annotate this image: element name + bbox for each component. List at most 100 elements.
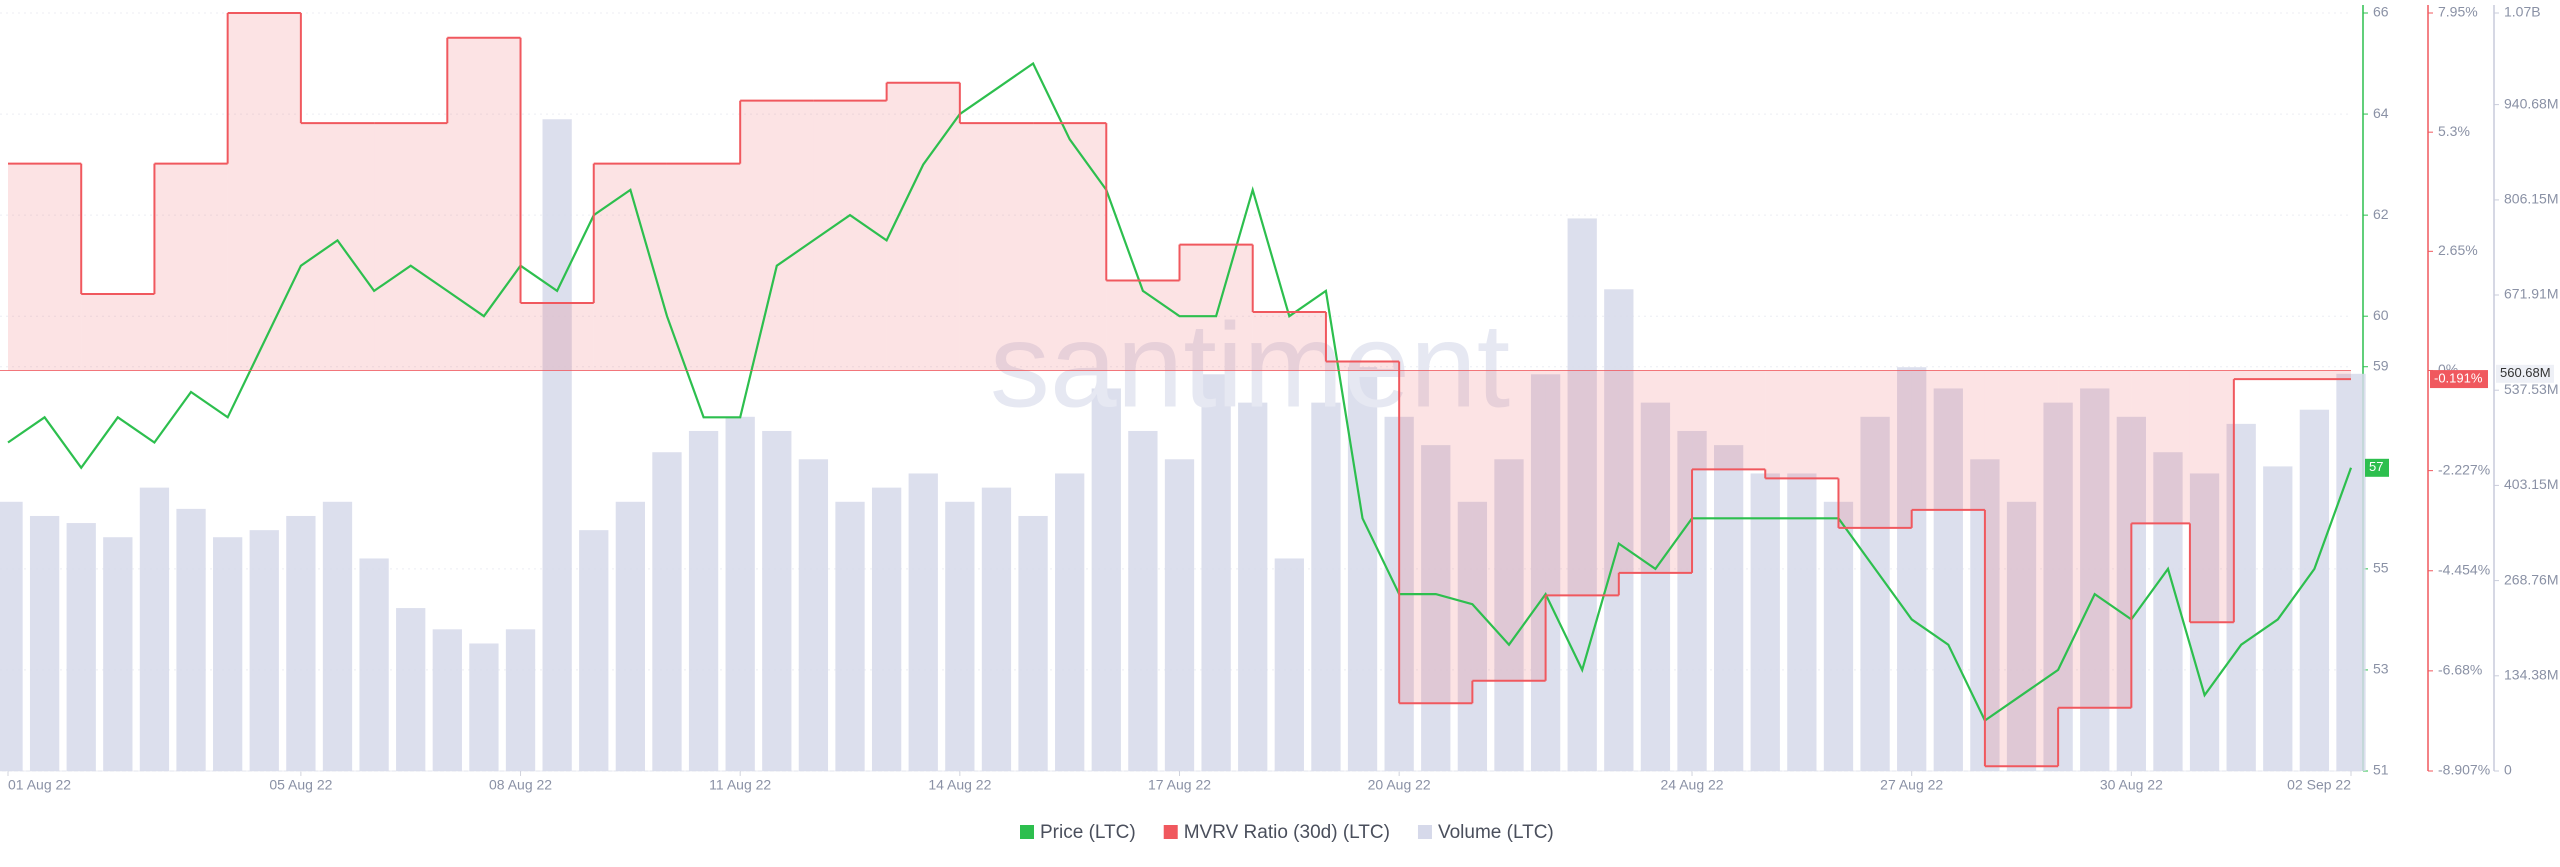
volume-bar	[1421, 445, 1451, 771]
y-tick-label: 7.95%	[2438, 4, 2478, 20]
x-tick-label: 05 Aug 22	[269, 777, 332, 793]
mvrv-area	[666, 163, 741, 371]
mvrv-area	[1252, 312, 1326, 371]
y-tick-label: 55	[2373, 560, 2389, 576]
legend-swatch	[1417, 825, 1432, 839]
volume-bar	[2226, 423, 2256, 771]
mvrv-area	[1765, 370, 1839, 479]
volume-bar	[688, 430, 719, 771]
volume-bar	[1567, 218, 1597, 771]
mvrv-area	[2131, 370, 2190, 524]
mvrv-area	[886, 82, 960, 371]
mvrv-area	[1911, 370, 1985, 510]
legend-label: Volume (LTC)	[1438, 822, 1554, 843]
volume-bar	[0, 501, 23, 771]
mvrv-area	[154, 163, 228, 371]
y-tick-label: 268.76M	[2504, 571, 2558, 587]
mvrv-area	[1838, 370, 1912, 528]
y-tick-label: 806.15M	[2504, 191, 2558, 207]
volume-bar	[1860, 416, 1890, 771]
legend-swatch	[1020, 825, 1034, 839]
legend-swatch	[1163, 825, 1178, 839]
volume-bar	[66, 523, 96, 771]
volume-bar	[469, 643, 499, 771]
y-tick-label: -8.907%	[2438, 762, 2490, 778]
volume-bar	[1201, 374, 1231, 771]
mvrv-area	[1692, 370, 1766, 470]
volume-bar	[1823, 501, 1854, 771]
x-tick-label: 01 Aug 22	[8, 777, 71, 793]
volume-bar	[1128, 430, 1158, 771]
volume-bar	[1787, 473, 1817, 771]
current-badge	[2365, 458, 2389, 477]
mvrv-area	[1399, 370, 1473, 704]
mvrv-area	[1545, 370, 1619, 596]
volume-bar	[1897, 367, 1927, 771]
volume-bar	[1457, 501, 1488, 771]
y-tick-label: 1.07B	[2504, 4, 2541, 20]
mvrv-area	[959, 123, 1034, 371]
y-tick-label: 62	[2373, 206, 2389, 222]
y-tick-label: 940.68M	[2504, 95, 2558, 111]
y-tick-label: -2.227%	[2438, 461, 2490, 477]
volume-bar	[359, 558, 389, 771]
volume-bar	[432, 629, 462, 771]
volume-bar	[213, 537, 243, 771]
x-tick-label: 02 Sep 22	[2287, 777, 2351, 793]
volume-bar	[762, 430, 792, 771]
mvrv-area	[8, 163, 82, 371]
mvrv-area	[1033, 123, 1107, 371]
y-tick-label: 51	[2373, 762, 2389, 778]
current-badge	[2496, 364, 2554, 383]
mid-layer	[8, 13, 2351, 767]
volume-bar	[1604, 289, 1634, 771]
volume-bar	[1311, 402, 1341, 771]
volume-bar	[322, 501, 353, 771]
volume-bar	[286, 515, 316, 771]
x-tick-label: 30 Aug 22	[2100, 777, 2163, 793]
current-label: -0.191%	[2434, 371, 2483, 386]
legend-label: MVRV Ratio (30d) (LTC)	[1184, 822, 1390, 843]
y-tick-label: 403.15M	[2504, 476, 2558, 492]
mvrv-area	[1325, 361, 1400, 371]
mvrv-area	[2058, 370, 2132, 708]
volume-bar	[1713, 445, 1744, 771]
volume-bar	[1238, 402, 1268, 771]
current-label: 560.68M	[2500, 365, 2551, 380]
volume-bar	[1640, 402, 1671, 771]
volume-bar	[871, 487, 902, 771]
volume-bar	[835, 501, 865, 771]
volume-bar	[139, 487, 170, 771]
volume-bar	[798, 459, 829, 771]
y-tick-label: 537.53M	[2504, 381, 2558, 397]
volume-bar	[1018, 515, 1048, 771]
volume-bar	[2299, 409, 2330, 771]
y-tick-label: 5.3%	[2438, 123, 2470, 139]
mvrv-area	[300, 123, 375, 371]
mvrv-area	[2233, 370, 2351, 380]
y-tick-label: 671.91M	[2504, 286, 2558, 302]
volume-bar	[2006, 501, 2037, 771]
mvrv-area	[1106, 280, 1180, 371]
volume-bar	[505, 629, 536, 771]
volume-bar	[29, 515, 60, 771]
volume-bar	[176, 508, 206, 771]
volume-bar	[1494, 459, 1524, 771]
mvrv-area	[81, 294, 155, 371]
volume-bar	[396, 608, 426, 771]
current-label: 57	[2369, 459, 2383, 474]
volume-bar	[579, 530, 609, 771]
x-tick-label: 20 Aug 22	[1368, 777, 1431, 793]
mvrv-area	[520, 303, 594, 371]
mvrv-area	[447, 37, 521, 371]
mvrv-area	[1618, 370, 1693, 573]
volume-bar	[615, 501, 646, 771]
price-line	[7, 61, 2353, 723]
mvrv-area	[1472, 370, 1546, 681]
volume-bar	[1091, 388, 1121, 771]
mvrv-area	[593, 163, 667, 371]
volume-bar	[2336, 373, 2366, 771]
y-tick-label: 64	[2373, 105, 2389, 121]
volume-bar	[1933, 388, 1963, 771]
back-layer: 01 Aug 22 05 Aug 22 08 Aug 22 11 Aug 22 14 A…	[0, 4, 2558, 793]
